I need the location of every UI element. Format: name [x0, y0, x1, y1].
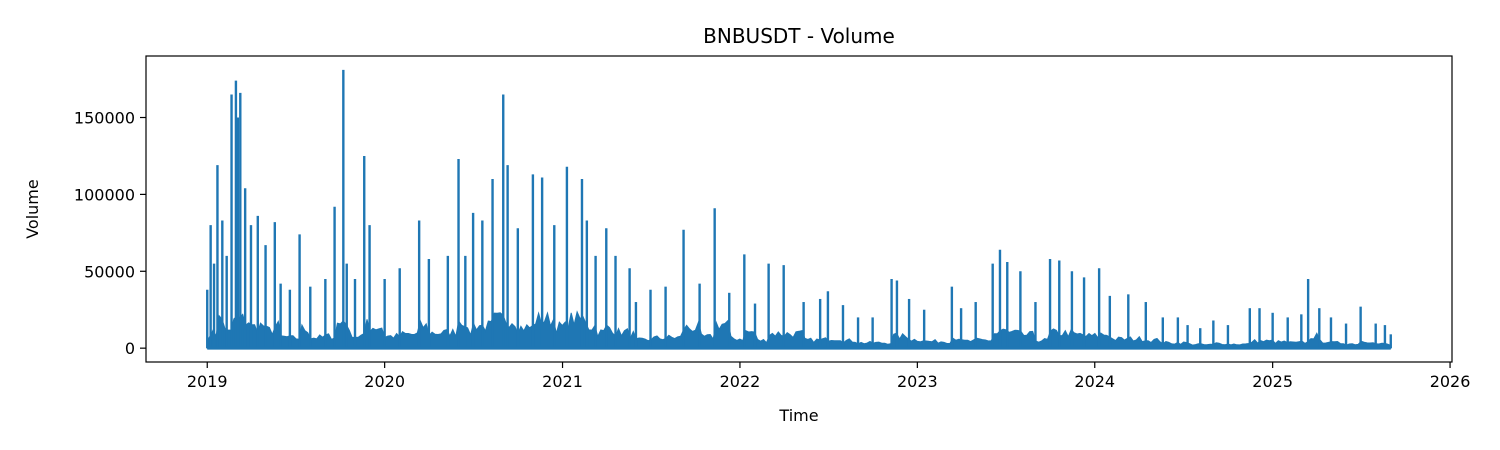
y-axis: 0 50000 100000 150000: [74, 109, 146, 358]
x-tick-label-2024: 2024: [1074, 372, 1115, 391]
y-tick-label-0: 0: [125, 339, 135, 358]
y-axis-label: Volume: [23, 179, 42, 239]
x-tick-label-2020: 2020: [364, 372, 405, 391]
x-axis: 2019 2020 2021 2022 2023 2024 2025 2026: [187, 362, 1471, 391]
x-tick-label-2026: 2026: [1430, 372, 1471, 391]
x-tick-label-2023: 2023: [897, 372, 938, 391]
series-layer: [206, 69, 1392, 350]
x-tick-label-2021: 2021: [542, 372, 583, 391]
y-tick-label-150000: 150000: [74, 109, 135, 128]
plot-frame: [145, 55, 1453, 363]
x-tick-label-2019: 2019: [187, 372, 228, 391]
x-axis-label: Time: [778, 406, 818, 425]
chart-title: BNBUSDT - Volume: [703, 24, 895, 48]
y-tick-label-100000: 100000: [74, 185, 135, 204]
x-tick-label-2025: 2025: [1252, 372, 1293, 391]
x-tick-label-2022: 2022: [720, 372, 761, 391]
y-tick-label-50000: 50000: [84, 262, 135, 281]
